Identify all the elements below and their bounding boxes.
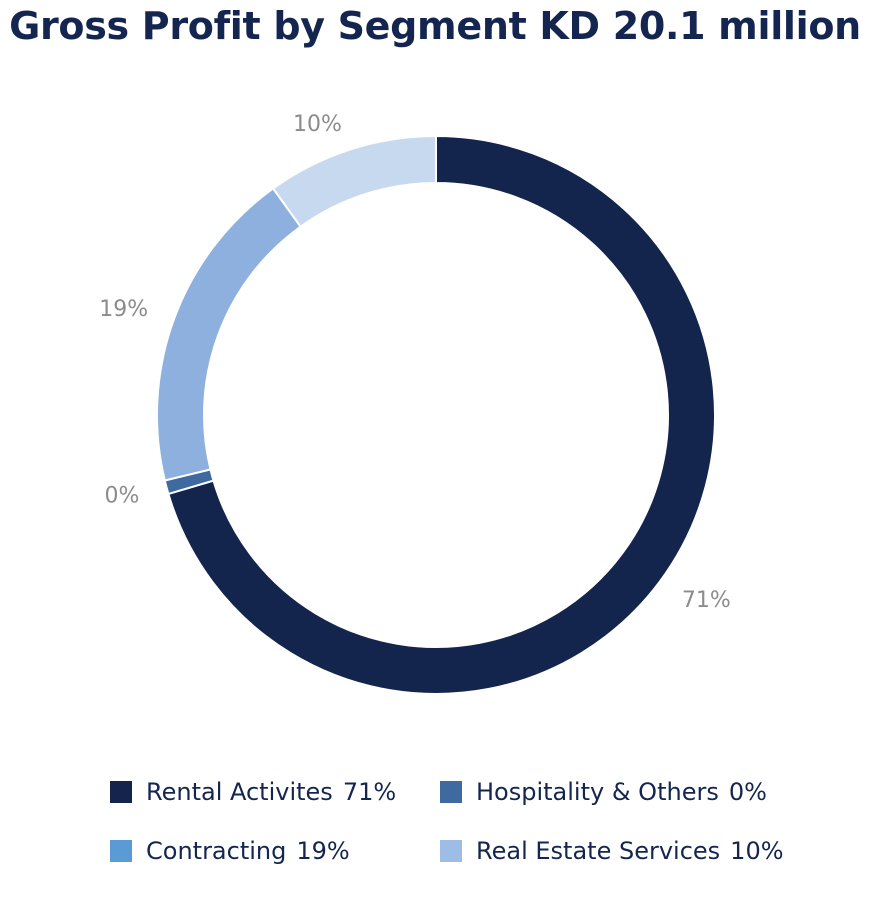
donut-slice-contracting: [156, 187, 302, 482]
slice-label-rental-activites: 71%: [682, 588, 731, 613]
legend-value: 19%: [296, 837, 350, 865]
legend-swatch-rental-activites: [110, 781, 132, 803]
donut-slice-rental-activites: [167, 134, 716, 695]
legend-label: Hospitality & Others: [476, 778, 719, 806]
legend-swatch-real-estate-services: [440, 840, 462, 862]
legend-label: Contracting: [146, 837, 287, 865]
legend-label: Rental Activites: [146, 778, 333, 806]
legend-item-hospitality-others: Hospitality & Others 0%: [440, 778, 767, 806]
slice-label-hospitality-others: 0%: [105, 483, 140, 508]
legend-item-contracting: Contracting 19%: [110, 837, 350, 865]
legend-label: Real Estate Services: [476, 837, 721, 865]
donut-chart: 71% 0% 19% 10%: [99, 112, 731, 695]
legend-value: 0%: [728, 778, 767, 806]
donut-slice-real-estate-services: [271, 134, 437, 229]
legend-value: 10%: [730, 837, 784, 865]
chart-title: Gross Profit by Segment KD 20.1 million: [9, 4, 861, 48]
legend-value: 71%: [342, 778, 397, 806]
slice-label-contracting: 19%: [99, 297, 148, 322]
legend-item-real-estate-services: Real Estate Services 10%: [440, 837, 784, 865]
legend-swatch-hospitality-others: [440, 781, 462, 803]
legend-swatch-contracting: [110, 840, 132, 862]
slice-label-real-estate-services: 10%: [293, 112, 342, 137]
legend-item-rental-activites: Rental Activites 71%: [110, 778, 396, 806]
